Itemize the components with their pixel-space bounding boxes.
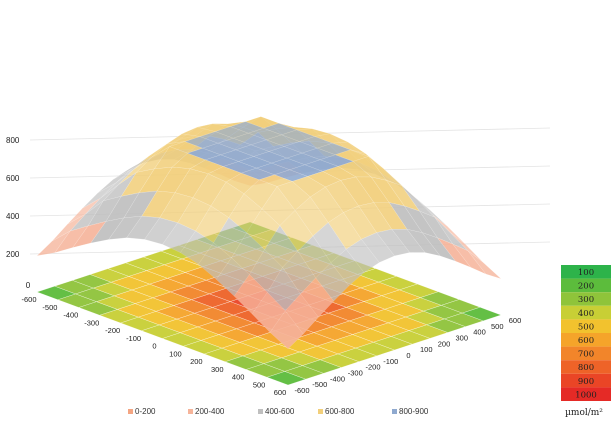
y-tick-label: -300 [348,369,363,378]
scale-swatch [561,360,611,374]
y-tick-label: 300 [455,334,468,343]
x-tick-label: 0 [152,342,156,351]
y-tick-label: 200 [438,339,451,348]
floor-cell [461,307,502,321]
y-tick-label: -400 [330,374,345,383]
y-tick-label: 500 [491,322,504,331]
x-tick-label: 300 [211,365,224,374]
legend-swatch [318,409,323,414]
scale-label: 300 [578,295,594,305]
scale-swatch [561,346,611,361]
scale-label: 1000 [575,390,597,400]
legend-label: 400-600 [265,407,295,416]
scale-unit: µmol/m² [565,408,603,418]
surface-face [391,229,426,253]
y-tick-label: -100 [383,357,398,366]
z-tick-label: 800 [6,136,20,145]
legend-swatch [392,409,397,414]
legend-swatch [258,409,263,414]
scale-swatch [561,305,611,320]
surface-mesh [36,116,502,350]
y-tick-label: -500 [312,380,327,389]
legend-swatch [188,409,193,414]
y-tick-label: -600 [294,386,309,395]
legend-label: 200-400 [195,407,225,416]
x-tick-label: 100 [169,349,182,358]
x-tick-label: 400 [232,373,245,382]
z-tick-label: 0 [26,281,31,290]
surface-face [330,248,365,287]
scale-label: 400 [578,309,594,319]
legend-label: 0-200 [135,407,156,416]
x-tick-label: -300 [84,318,99,327]
surface-face [345,238,380,273]
scale-label: 700 [578,350,594,360]
legend-label: 800-900 [399,407,429,416]
scale-label: 600 [578,336,594,346]
legend-label: 600-800 [325,407,355,416]
scale-label: 900 [578,377,594,387]
y-tick-label: -200 [365,363,380,372]
y-tick-label: 0 [406,351,410,360]
scale-label: 500 [578,322,594,332]
legend-swatch [128,409,133,414]
legend: 0-200 200-400 400-600 600-800 800-900 [128,407,429,416]
y-tick-label: 100 [420,345,433,354]
z-tick-label: 200 [6,250,20,259]
color-scale: 100 200 300 400 500 600 700 800 900 1000 µmol/m² [561,265,611,418]
x-tick-label: -400 [63,311,78,320]
y-axis: -600-500-400-300-200-100 0 100 200 300 400 500… [294,316,521,395]
scale-swatch [561,292,611,306]
scale-swatch [561,373,611,388]
scale-swatch [561,387,611,401]
scale-swatch [561,278,611,293]
x-tick-label: -600 [21,295,36,304]
x-tick-label: -500 [42,303,57,312]
surface-face [285,293,319,335]
x-tick-label: 600 [274,388,287,397]
x-tick-label: 500 [253,380,266,389]
x-axis: -600 -500 -400 -300 -200 -100 0 100 200 300 400 500… [21,295,286,397]
scale-label: 100 [578,268,594,278]
x-tick-label: -200 [105,326,120,335]
z-tick-label: 600 [6,174,20,183]
x-tick-label: -100 [126,334,141,343]
surface-face [269,310,304,350]
y-tick-label: 400 [473,328,486,337]
z-tick-label: 400 [6,212,20,221]
x-tick-label: 200 [190,357,203,366]
scale-swatch [561,319,611,333]
y-tick-label: 600 [509,316,522,325]
scale-swatch [561,333,611,347]
scale-label: 200 [578,282,594,292]
scale-swatch [561,265,611,279]
z-axis: 200 400 600 800 0 [6,136,31,290]
scale-label: 800 [578,363,594,373]
